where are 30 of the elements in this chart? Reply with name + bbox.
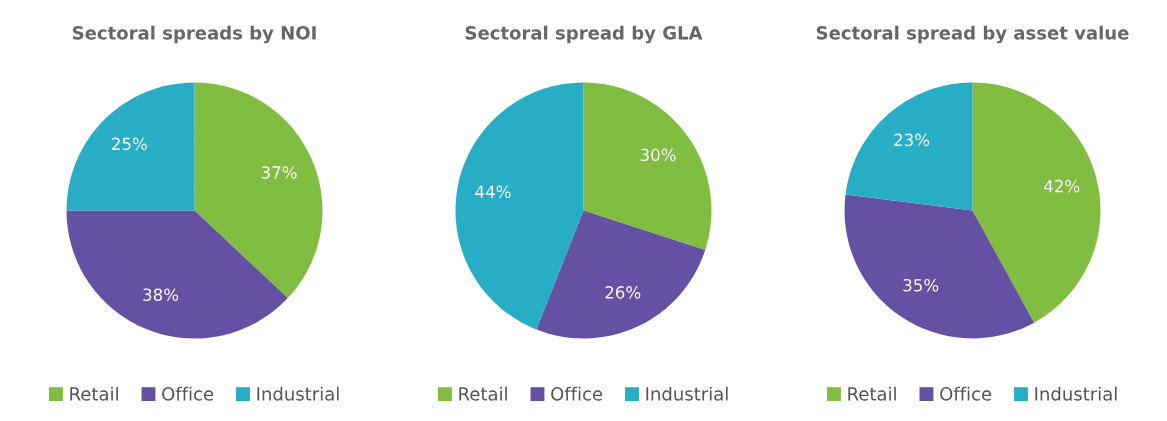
data-label: 37% [261,166,297,179]
pie-slice [455,82,584,330]
pie-slice [66,82,195,211]
pie-slice [845,82,973,211]
chart-title: Sectoral spreads by NOI [72,25,316,44]
pie-slice [66,210,288,339]
chart-title: Sectoral spread by GLA [465,25,703,44]
pie-slice [844,194,1035,339]
legend-label: Office [940,386,992,401]
pie-slice [583,82,712,251]
legend-label: Retail [459,386,507,401]
legend-label: Retail [70,386,118,401]
legend-label: Office [162,386,214,401]
data-label: 44% [475,185,511,199]
data-label: 30% [640,148,676,162]
legend-label: Office [551,386,603,401]
data-label: 23% [894,133,930,147]
data-label: 38% [143,288,179,302]
legend-label: Industrial [1035,386,1117,401]
data-label: 35% [903,278,939,292]
legend-label: Retail [848,386,896,401]
data-label: 26% [605,286,641,299]
data-label: 25% [112,137,147,151]
data-label: 42% [1044,179,1080,193]
pie-slice [194,82,323,299]
pie-slice [536,210,706,339]
legend-label: Industrial [646,386,728,401]
pie-slice [972,82,1101,323]
chart-title: Sectoral spread by asset value [816,25,1129,44]
legend-label: Industrial [257,386,339,401]
